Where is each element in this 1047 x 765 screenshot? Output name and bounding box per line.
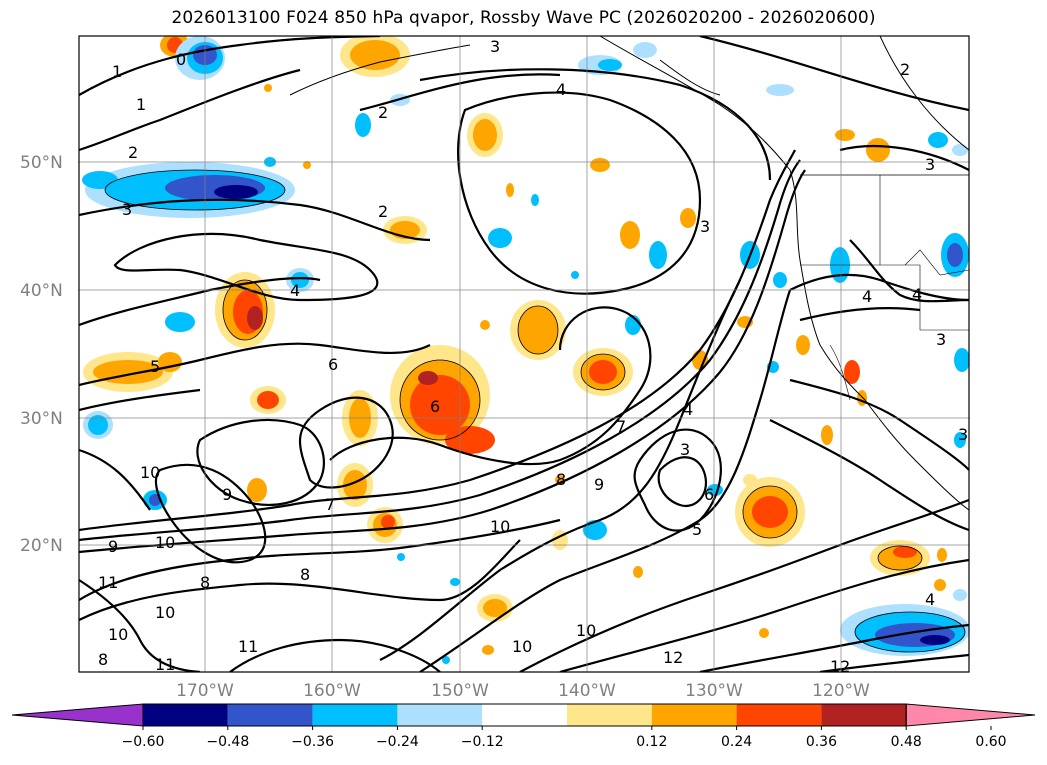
contour-label: 10: [576, 621, 596, 640]
latitude-labels: 50°N 40°N 30°N 20°N: [20, 153, 63, 556]
contour-label: 11: [155, 655, 175, 674]
colorbar-swatch: [821, 704, 907, 726]
contour-label: 9: [108, 537, 118, 556]
colorbar-tick-label: −0.48: [206, 734, 249, 750]
negative-anomalies: [82, 36, 969, 664]
colorbar-swatch: [143, 704, 228, 726]
contour-label: 10: [155, 533, 175, 552]
contour-label: 7: [616, 417, 626, 436]
lon-label-170w: 170°W: [176, 681, 234, 701]
colorbar-tick-label: −0.60: [122, 734, 165, 750]
contour-label: 2: [378, 202, 388, 221]
contour-label: 7: [325, 495, 335, 514]
contour-label: 6: [430, 397, 440, 416]
lon-label-130w: 130°W: [685, 681, 743, 701]
colorbar-tick-label: 0.12: [636, 734, 667, 750]
contour-label: 3: [122, 200, 132, 219]
contour-label: 2: [378, 103, 388, 122]
contour-label: 3: [700, 217, 710, 236]
contour-label: 10: [140, 463, 160, 482]
contour-label: 6: [704, 485, 714, 504]
contour-label: 11: [98, 573, 118, 592]
contour-label: 3: [925, 155, 935, 174]
contour-label: 2: [900, 60, 910, 79]
colorbar: −0.60 −0.48 −0.36 −0.24 −0.12 0.12 0.24 0.36 0.4…: [11, 703, 1036, 750]
colorbar-swatch: [312, 704, 398, 726]
lat-label-30n: 30°N: [20, 409, 63, 429]
contour-label: 3: [936, 330, 946, 349]
thin-contours: [104, 169, 966, 653]
contour-label: 3: [680, 440, 690, 459]
contour-label: 5: [150, 357, 160, 376]
colorbar-swatch: [397, 704, 483, 726]
lat-label-40n: 40°N: [20, 281, 63, 301]
map-border: [78, 35, 970, 673]
colorbar-swatch: [482, 704, 567, 726]
contour-label: 3: [958, 425, 968, 444]
lat-label-50n: 50°N: [20, 153, 63, 173]
contour-label: 1: [112, 62, 122, 81]
contour-label: 4: [925, 590, 935, 609]
contour-label: 11: [238, 637, 258, 656]
contour-lines: [79, 36, 969, 672]
lon-label-150w: 150°W: [431, 681, 489, 701]
contour-label: 4: [912, 285, 922, 304]
contour-label: 9: [222, 485, 232, 504]
colorbar-tick-label: 0.60: [975, 734, 1006, 750]
colorbar-swatch: [227, 704, 313, 726]
colorbar-tick-label: −0.36: [291, 734, 334, 750]
lon-label-140w: 140°W: [558, 681, 616, 701]
contour-label: 0: [176, 50, 186, 69]
colorbar-tick-label: 0.48: [891, 734, 922, 750]
contour-label: 3: [490, 37, 500, 56]
lon-label-160w: 160°W: [303, 681, 361, 701]
colorbar-extend-high: [905, 703, 1036, 727]
contour-labels: 1 0 1 2 3 2 3 4 2 3 4 6 5 6 7 8 9 10 10 …: [98, 37, 968, 676]
graticule: [79, 36, 969, 672]
colorbar-tick-label: −0.12: [461, 734, 504, 750]
map-layers: 1 0 1 2 3 2 3 4 2 3 4 6 5 6 7 8 9 10 10 …: [79, 36, 969, 676]
contour-label: 8: [98, 650, 108, 669]
contour-label: 12: [663, 648, 683, 667]
colorbar-tick-label: −0.24: [376, 734, 419, 750]
colorbar-tick-label: 0.24: [721, 734, 752, 750]
longitude-labels: 170°W 160°W 150°W 140°W 130°W 120°W: [176, 681, 870, 701]
colorbar-border: [142, 703, 907, 727]
contour-label: 8: [300, 565, 310, 584]
contour-label: 10: [512, 637, 532, 656]
colorbar-swatch: [651, 704, 737, 726]
contour-label: 5: [692, 520, 702, 539]
coastline: [289, 36, 969, 511]
colorbar-swatch: [736, 704, 822, 726]
contour-label: 9: [594, 475, 604, 494]
contour-label: 10: [108, 625, 128, 644]
contour-label: 4: [862, 287, 872, 306]
contour-label: 2: [128, 143, 138, 162]
colorbar-swatch: [567, 704, 652, 726]
contour-label: 4: [290, 281, 300, 300]
contour-label: 10: [490, 517, 510, 536]
contour-label: 8: [200, 573, 210, 592]
contour-label: 1: [136, 95, 146, 114]
contour-label: 4: [683, 400, 693, 419]
colorbar-extend-low: [11, 703, 144, 727]
colorbar-tick-label: 0.36: [806, 734, 837, 750]
contour-label: 10: [155, 603, 175, 622]
contour-label: 6: [328, 355, 338, 374]
map-title: 2026013100 F024 850 hPa qvapor, Rossby W…: [171, 8, 876, 28]
lon-label-120w: 120°W: [812, 681, 870, 701]
contour-label: 8: [556, 470, 566, 489]
contour-label: 4: [556, 80, 566, 99]
contour-label: 12: [830, 657, 850, 676]
lat-label-20n: 20°N: [20, 536, 63, 556]
